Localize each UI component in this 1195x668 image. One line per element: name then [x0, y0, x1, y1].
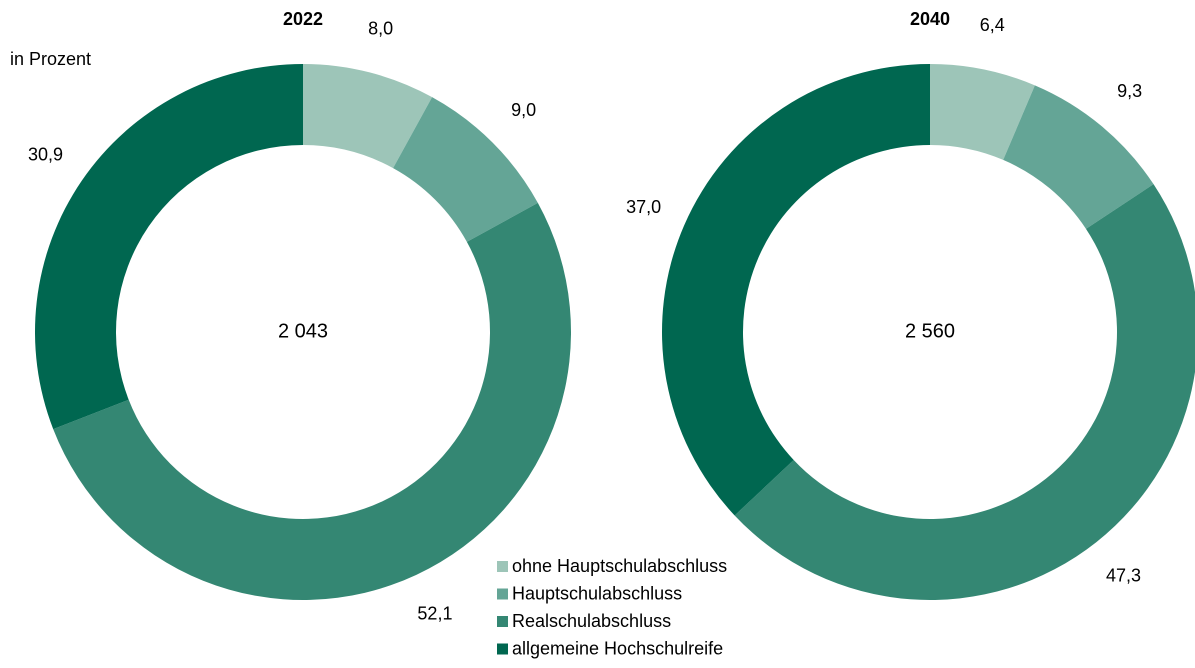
- center-label: 2 043: [278, 320, 328, 342]
- center-label: 2 560: [905, 320, 955, 342]
- legend-swatch: [497, 561, 508, 572]
- donut-segment: [53, 202, 572, 601]
- legend-swatch: [497, 588, 508, 600]
- value-label: 9,0: [511, 100, 536, 120]
- donut-segment: [1003, 85, 1154, 229]
- chart-title: 2022: [283, 9, 323, 29]
- value-label: 30,9: [28, 145, 63, 165]
- legend-swatch: [497, 616, 508, 627]
- value-label: 8,0: [368, 19, 393, 39]
- donut-segment: [393, 97, 538, 242]
- value-label: 37,0: [626, 197, 661, 217]
- legend-label: ohne Hauptschulabschluss: [512, 556, 727, 576]
- donut-segment: [734, 184, 1195, 600]
- value-label: 52,1: [417, 603, 452, 623]
- value-label: 47,3: [1106, 565, 1141, 585]
- donut-segment: [662, 64, 930, 516]
- legend-swatch: [497, 643, 508, 655]
- legend-label: allgemeine Hochschulreife: [512, 638, 723, 658]
- value-label: 6,4: [980, 15, 1005, 35]
- donut-segment: [303, 64, 433, 169]
- subtitle: in Prozent: [10, 49, 91, 69]
- legend-label: Realschulabschluss: [512, 611, 671, 631]
- value-label: 9,3: [1117, 81, 1142, 101]
- chart-title: 2040: [910, 9, 950, 29]
- donut-segment: [34, 64, 303, 430]
- legend-label: Hauptschulabschluss: [512, 583, 682, 603]
- donut-segment: [930, 64, 1035, 160]
